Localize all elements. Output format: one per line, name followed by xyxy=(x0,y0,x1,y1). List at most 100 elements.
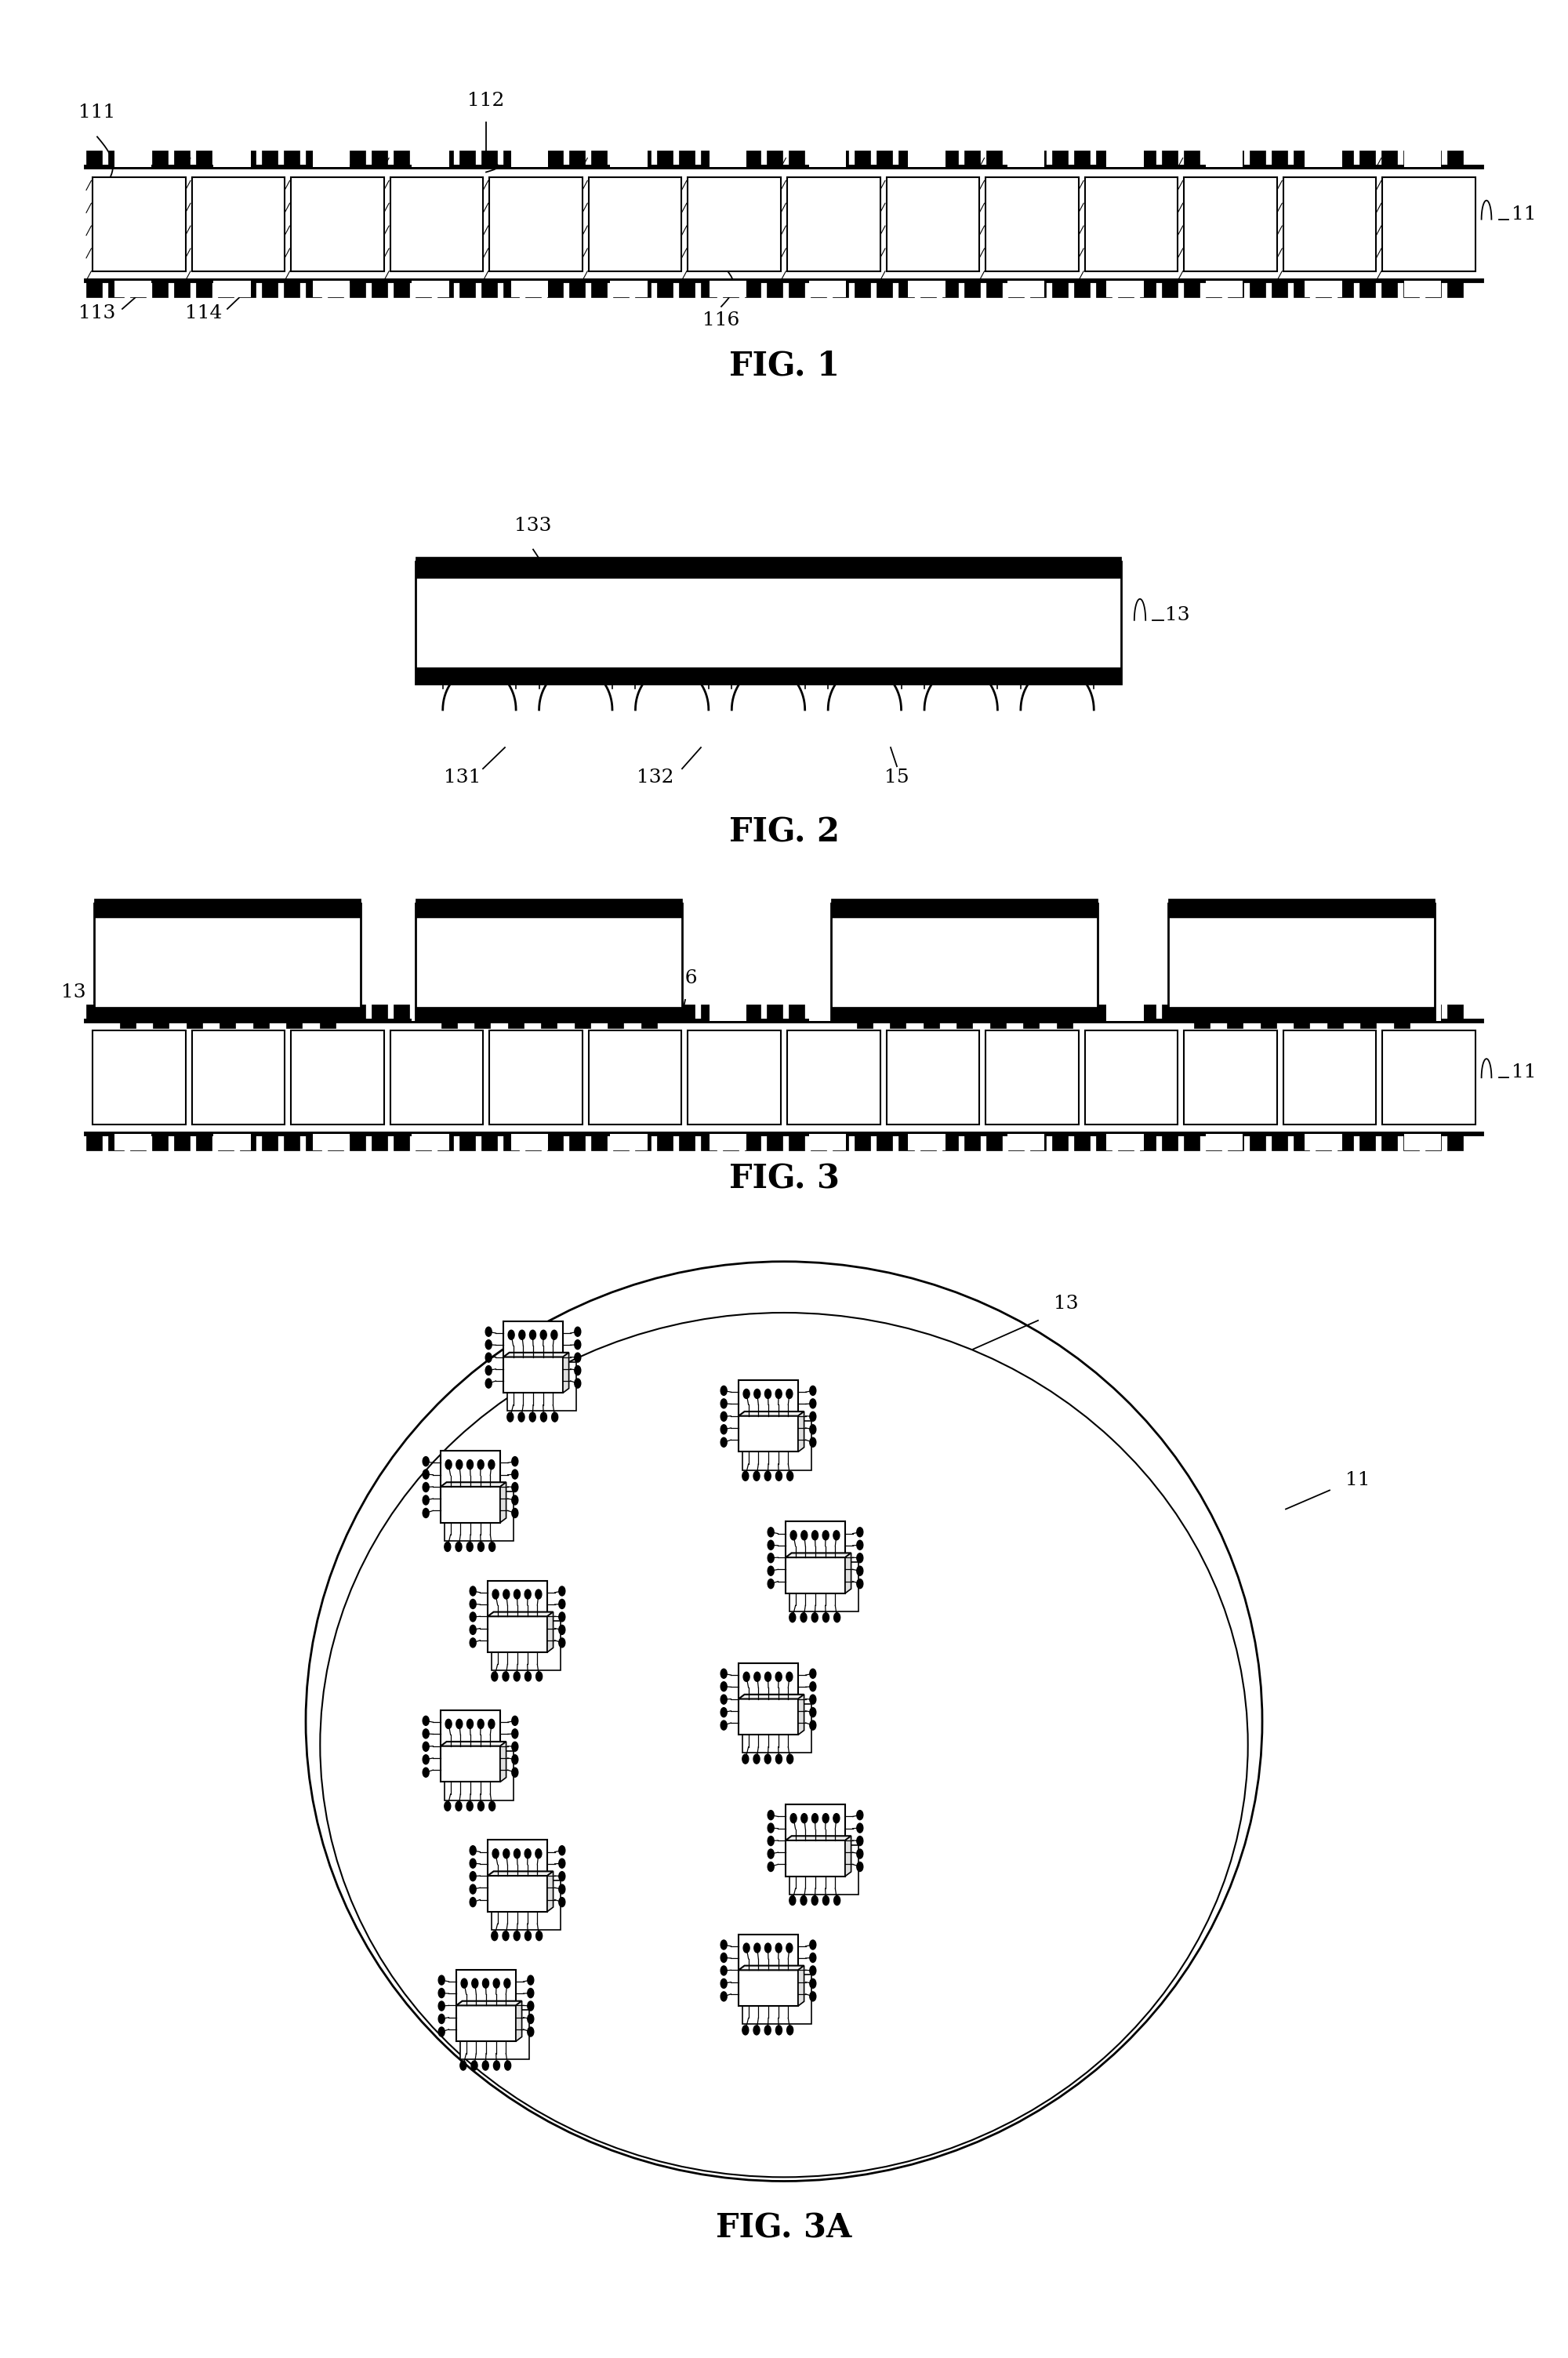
Circle shape xyxy=(511,1469,517,1478)
Polygon shape xyxy=(739,1695,804,1698)
Bar xyxy=(790,1846,859,1893)
Bar xyxy=(1447,1134,1463,1151)
Bar xyxy=(350,281,365,297)
Circle shape xyxy=(574,1339,580,1349)
Bar xyxy=(130,1005,146,1021)
Bar xyxy=(811,281,826,297)
Bar xyxy=(657,151,673,167)
Circle shape xyxy=(721,1387,728,1396)
Circle shape xyxy=(511,1509,517,1519)
Bar xyxy=(174,151,190,167)
Circle shape xyxy=(514,1931,521,1941)
Circle shape xyxy=(768,1580,775,1589)
Circle shape xyxy=(508,1330,514,1339)
Circle shape xyxy=(470,1884,477,1893)
Circle shape xyxy=(809,1387,815,1396)
Bar xyxy=(1118,151,1134,167)
Circle shape xyxy=(511,1495,517,1504)
Bar xyxy=(831,1007,1098,1021)
Bar xyxy=(416,556,1121,578)
Bar xyxy=(152,281,168,297)
Bar xyxy=(942,1134,958,1151)
Circle shape xyxy=(525,1931,532,1941)
Circle shape xyxy=(467,1542,474,1552)
Bar xyxy=(1261,1014,1276,1028)
Circle shape xyxy=(503,1978,510,1988)
Bar xyxy=(1074,1005,1090,1021)
Circle shape xyxy=(488,1719,494,1728)
Circle shape xyxy=(790,1530,797,1540)
Circle shape xyxy=(721,1669,728,1679)
Circle shape xyxy=(503,1849,510,1858)
Bar xyxy=(437,281,453,297)
Bar xyxy=(114,151,151,167)
Circle shape xyxy=(742,1471,748,1481)
Circle shape xyxy=(423,1728,430,1738)
Ellipse shape xyxy=(320,1313,1248,2176)
Bar xyxy=(831,898,1098,917)
Circle shape xyxy=(856,1566,862,1575)
Bar xyxy=(635,151,651,167)
Bar xyxy=(481,1134,497,1151)
Bar xyxy=(908,1134,946,1151)
Bar xyxy=(574,1014,590,1028)
Circle shape xyxy=(754,1389,760,1398)
Bar xyxy=(855,1134,870,1151)
Bar xyxy=(743,1422,812,1469)
Circle shape xyxy=(456,1542,463,1552)
Bar xyxy=(920,1005,936,1021)
Bar xyxy=(855,151,870,167)
Bar xyxy=(920,1134,936,1151)
Circle shape xyxy=(776,1672,782,1681)
Circle shape xyxy=(470,1599,477,1608)
Text: FIG. 3A: FIG. 3A xyxy=(717,2212,851,2245)
Bar xyxy=(218,151,234,167)
Bar xyxy=(152,1134,168,1151)
Bar xyxy=(723,1005,739,1021)
Circle shape xyxy=(461,1978,467,1988)
Bar xyxy=(511,1005,549,1021)
Bar xyxy=(767,1134,782,1151)
Circle shape xyxy=(801,1813,808,1823)
Bar xyxy=(1359,1005,1375,1021)
Bar xyxy=(412,281,448,297)
Bar xyxy=(855,281,870,297)
Bar xyxy=(767,151,782,167)
Circle shape xyxy=(768,1849,775,1858)
Circle shape xyxy=(809,1952,815,1962)
Text: 13: 13 xyxy=(1165,606,1190,625)
Circle shape xyxy=(743,1672,750,1681)
Circle shape xyxy=(558,1858,564,1868)
Polygon shape xyxy=(739,1967,804,1971)
Bar xyxy=(610,1134,648,1151)
Bar xyxy=(412,1134,448,1151)
Bar xyxy=(743,1976,812,2023)
Bar xyxy=(372,281,387,297)
Bar xyxy=(1316,281,1331,297)
Circle shape xyxy=(765,1754,771,1764)
Bar xyxy=(372,151,387,167)
Circle shape xyxy=(776,1471,782,1481)
Circle shape xyxy=(812,1813,818,1823)
Bar xyxy=(1228,151,1243,167)
Text: FIG. 3: FIG. 3 xyxy=(729,1162,839,1196)
Circle shape xyxy=(754,1754,760,1764)
Bar xyxy=(441,1450,500,1523)
Bar xyxy=(412,151,448,167)
Circle shape xyxy=(511,1743,517,1752)
Circle shape xyxy=(743,1389,750,1398)
Polygon shape xyxy=(547,1613,554,1653)
Bar xyxy=(809,281,845,297)
Polygon shape xyxy=(456,2002,522,2004)
Bar xyxy=(1206,151,1221,167)
Circle shape xyxy=(444,1542,450,1552)
Bar xyxy=(1193,1014,1209,1028)
Bar xyxy=(986,1030,1079,1125)
Bar xyxy=(588,1030,682,1125)
Bar xyxy=(174,281,190,297)
Circle shape xyxy=(809,1978,815,1988)
Bar xyxy=(394,281,409,297)
Bar xyxy=(833,1005,848,1021)
Bar xyxy=(1425,281,1441,297)
Polygon shape xyxy=(500,1483,506,1523)
